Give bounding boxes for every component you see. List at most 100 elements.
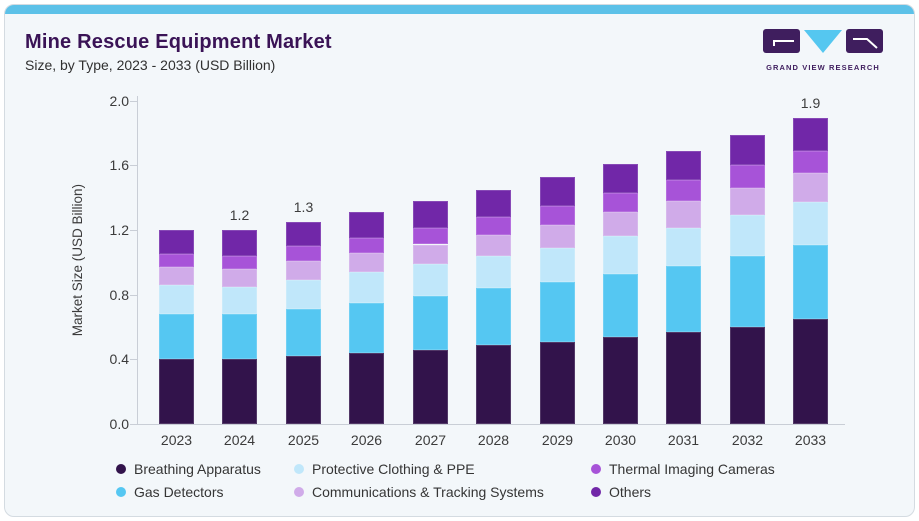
legend-label: Breathing Apparatus <box>134 460 261 477</box>
bar-segment-others-2027 <box>413 200 448 229</box>
bar-segment-gas-detectors-2027 <box>413 296 448 350</box>
bar-segment-others-2024 <box>222 229 257 256</box>
y-tick-label: 1.2 <box>109 221 129 238</box>
bar-segment-communications-tracking-systems-2031 <box>666 200 701 229</box>
y-tick-mark <box>130 294 137 296</box>
bar-segment-thermal-imaging-cameras-2026 <box>349 238 384 253</box>
bar-segment-protective-clothing-ppe-2033 <box>793 202 828 245</box>
x-tick-label-2028: 2028 <box>477 432 510 448</box>
bar-segment-breathing-apparatus-2027 <box>413 349 448 424</box>
bar-segment-thermal-imaging-cameras-2032 <box>730 165 765 188</box>
chart-card: Mine Rescue Equipment Market Size, by Ty… <box>4 4 915 517</box>
bar-segment-others-2029 <box>540 176 575 206</box>
bar-segment-thermal-imaging-cameras-2033 <box>793 150 828 174</box>
bar-segment-others-2031 <box>666 150 701 180</box>
bar-segment-breathing-apparatus-2023 <box>159 359 194 424</box>
bar-segment-gas-detectors-2026 <box>349 302 384 353</box>
bar-segment-gas-detectors-2024 <box>222 314 257 360</box>
top-accent-bar <box>5 5 914 14</box>
bar-segment-protective-clothing-ppe-2026 <box>349 272 384 303</box>
legend-item-breathing-apparatus: Breathing Apparatus <box>116 457 294 480</box>
bar-segment-breathing-apparatus-2025 <box>286 356 321 424</box>
bar-segment-thermal-imaging-cameras-2024 <box>222 255 257 269</box>
bar-segment-gas-detectors-2033 <box>793 244 828 319</box>
bar-value-label-2025: 1.3 <box>293 198 314 215</box>
stacked-bar-chart: Market Size (USD Billion) 0.0 0.4 0.8 1.2 1.… <box>5 5 914 516</box>
legend-item-communications-tracking-systems: Communications & Tracking Systems <box>294 480 591 503</box>
bar-segment-communications-tracking-systems-2030 <box>603 212 638 237</box>
legend-label: Others <box>609 483 652 500</box>
y-tick-mark <box>130 229 137 231</box>
legend-item-gas-detectors: Gas Detectors <box>116 480 294 503</box>
bar-segment-gas-detectors-2032 <box>730 255 765 327</box>
legend-swatch-breathing-apparatus <box>116 463 126 474</box>
bar-segment-communications-tracking-systems-2032 <box>730 187 765 216</box>
bar-segment-protective-clothing-ppe-2031 <box>666 228 701 266</box>
bar-segment-breathing-apparatus-2033 <box>793 318 828 424</box>
legend-item-thermal-imaging-cameras: Thermal Imaging Cameras <box>591 457 876 480</box>
bar-segment-communications-tracking-systems-2029 <box>540 225 575 248</box>
bar-segment-protective-clothing-ppe-2025 <box>286 280 321 310</box>
bar-value-label-2024: 1.2 <box>229 206 250 223</box>
bar-segment-protective-clothing-ppe-2024 <box>222 286 257 315</box>
bar-segment-thermal-imaging-cameras-2025 <box>286 246 321 261</box>
x-axis-line <box>137 424 845 425</box>
y-tick-label: 1.6 <box>109 157 129 174</box>
grand-view-research-logo: GRAND VIEW RESEARCH <box>756 27 890 72</box>
bar-segment-protective-clothing-ppe-2029 <box>540 247 575 282</box>
y-tick-mark <box>130 100 137 102</box>
bar-segment-thermal-imaging-cameras-2027 <box>413 228 448 245</box>
legend-swatch-gas-detectors <box>116 486 126 497</box>
bar-segment-gas-detectors-2030 <box>603 273 638 337</box>
bar-segment-protective-clothing-ppe-2030 <box>603 236 638 274</box>
legend-swatch-communications-tracking-systems <box>294 486 304 497</box>
bar-segment-breathing-apparatus-2024 <box>222 359 257 424</box>
logo-text: GRAND VIEW RESEARCH <box>766 63 880 72</box>
bar-segment-communications-tracking-systems-2023 <box>159 267 194 285</box>
legend-item-others: Others <box>591 480 876 503</box>
legend-label: Thermal Imaging Cameras <box>609 460 775 477</box>
bar-segment-thermal-imaging-cameras-2031 <box>666 179 701 201</box>
y-tick-label: 2.0 <box>109 92 129 109</box>
bar-segment-thermal-imaging-cameras-2030 <box>603 192 638 213</box>
bar-segment-gas-detectors-2028 <box>476 288 511 345</box>
chart-legend: Breathing Apparatus Protective Clothing &… <box>116 457 876 503</box>
bar-segment-gas-detectors-2031 <box>666 265 701 332</box>
bar-segment-breathing-apparatus-2031 <box>666 331 701 424</box>
x-tick-label-2033: 2033 <box>794 432 827 448</box>
bar-segment-communications-tracking-systems-2028 <box>476 234 511 256</box>
bar-segment-gas-detectors-2023 <box>159 314 194 360</box>
x-tick-label-2024: 2024 <box>223 432 256 448</box>
y-axis-title: Market Size (USD Billion) <box>69 183 85 337</box>
bar-segment-breathing-apparatus-2026 <box>349 352 384 424</box>
bar-segment-communications-tracking-systems-2027 <box>413 244 448 264</box>
x-tick-label-2025: 2025 <box>287 432 320 448</box>
bar-segment-thermal-imaging-cameras-2028 <box>476 217 511 235</box>
page-title: Mine Rescue Equipment Market <box>25 31 332 53</box>
bar-value-label-2033: 1.9 <box>800 95 821 112</box>
bar-segment-gas-detectors-2025 <box>286 309 321 357</box>
legend-label: Gas Detectors <box>134 483 224 500</box>
legend-item-protective-clothing-ppe: Protective Clothing & PPE <box>294 457 591 480</box>
bar-segment-others-2033 <box>793 118 828 151</box>
y-tick-mark <box>130 424 137 425</box>
bar-segment-others-2023 <box>159 229 194 255</box>
bar-segment-gas-detectors-2029 <box>540 281 575 342</box>
y-tick-label: 0.4 <box>109 351 129 368</box>
legend-swatch-protective-clothing-ppe <box>294 463 304 474</box>
bar-segment-communications-tracking-systems-2033 <box>793 173 828 203</box>
x-tick-label-2027: 2027 <box>414 432 447 448</box>
bar-segment-breathing-apparatus-2028 <box>476 344 511 424</box>
bar-segment-protective-clothing-ppe-2027 <box>413 263 448 297</box>
y-tick-label: 0.0 <box>109 416 129 432</box>
x-tick-label-2032: 2032 <box>731 432 764 448</box>
x-tick-label-2029: 2029 <box>541 432 574 448</box>
x-tick-label-2023: 2023 <box>160 432 193 448</box>
x-tick-label-2030: 2030 <box>604 432 637 448</box>
y-tick-mark <box>130 359 137 361</box>
bar-segment-breathing-apparatus-2032 <box>730 326 765 424</box>
bar-segment-others-2032 <box>730 134 765 166</box>
bar-segment-others-2030 <box>603 163 638 193</box>
bar-segment-communications-tracking-systems-2026 <box>349 252 384 272</box>
